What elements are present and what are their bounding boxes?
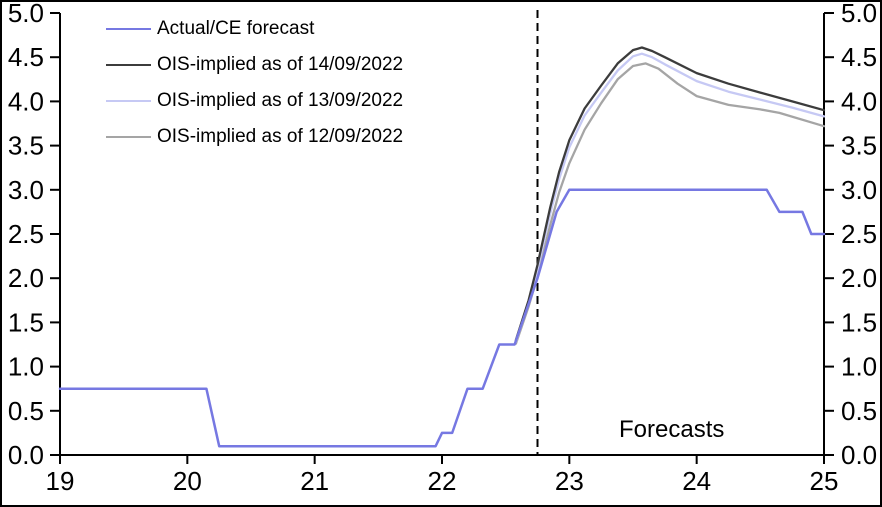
y-tick-label-left: 5.0 [8, 2, 44, 28]
y-tick-label-right: 4.5 [841, 42, 877, 72]
legend-item: OIS-implied as of 14/09/2022 [106, 47, 403, 83]
legend-swatch-ois-12-09 [106, 136, 151, 138]
x-tick-label: 25 [810, 466, 839, 496]
y-tick-label-right: 0.0 [841, 440, 877, 470]
series-line-ois-implied-as-of-12-09-2022 [514, 62, 826, 345]
y-tick-label-right: 2.0 [841, 263, 877, 293]
y-tick-label-right: 3.0 [841, 175, 877, 205]
forecasts-label: Forecasts [619, 416, 725, 443]
legend-item: OIS-implied as of 13/09/2022 [106, 83, 403, 119]
y-tick-label-left: 2.0 [8, 263, 44, 293]
y-tick-label-right: 1.5 [841, 307, 877, 337]
x-tick-label: 20 [173, 466, 202, 496]
y-tick-label-right: 0.5 [841, 396, 877, 426]
series-line-ois-implied-as-of-13-09-2022 [514, 52, 826, 343]
y-tick-label-right: 4.0 [841, 86, 877, 116]
legend-swatch-ois-14-09 [106, 64, 151, 66]
x-tick-label: 23 [555, 466, 584, 496]
y-tick-label-right: 2.5 [841, 219, 877, 249]
series-line-ois-implied-as-of-14-09-2022 [514, 46, 826, 342]
legend-item-label: OIS-implied as of 13/09/2022 [157, 89, 404, 111]
y-tick-label-left: 2.5 [8, 219, 44, 249]
legend-item: OIS-implied as of 12/09/2022 [106, 119, 403, 155]
y-tick-label-left: 0.5 [8, 396, 44, 426]
y-tick-label-left: 4.0 [8, 86, 44, 116]
legend-item-label: OIS-implied as of 14/09/2022 [157, 53, 404, 75]
series-line-actual-ce-forecast [58, 188, 826, 448]
y-tick-label-left: 4.5 [8, 42, 44, 72]
y-tick-label-right: 3.5 [841, 131, 877, 161]
y-tick-label-left: 0.0 [8, 440, 44, 470]
chart-legend: Actual/CE forecast OIS-implied as of 14/… [106, 11, 403, 155]
x-tick-label: 19 [46, 466, 75, 496]
x-tick-label: 22 [428, 466, 457, 496]
y-tick-label-left: 3.5 [8, 131, 44, 161]
legend-item: Actual/CE forecast [106, 11, 403, 47]
x-tick-label: 24 [682, 466, 711, 496]
legend-item-label: OIS-implied as of 12/09/2022 [157, 125, 404, 147]
y-tick-label-right: 5.0 [841, 2, 877, 28]
x-tick-label: 21 [300, 466, 329, 496]
y-tick-label-right: 1.0 [841, 352, 877, 382]
y-tick-label-left: 3.0 [8, 175, 44, 205]
legend-swatch-actual [106, 28, 151, 30]
y-tick-label-left: 1.5 [8, 307, 44, 337]
legend-swatch-ois-13-09 [106, 100, 151, 102]
legend-item-label: Actual/CE forecast [157, 17, 315, 39]
y-tick-label-left: 1.0 [8, 352, 44, 382]
